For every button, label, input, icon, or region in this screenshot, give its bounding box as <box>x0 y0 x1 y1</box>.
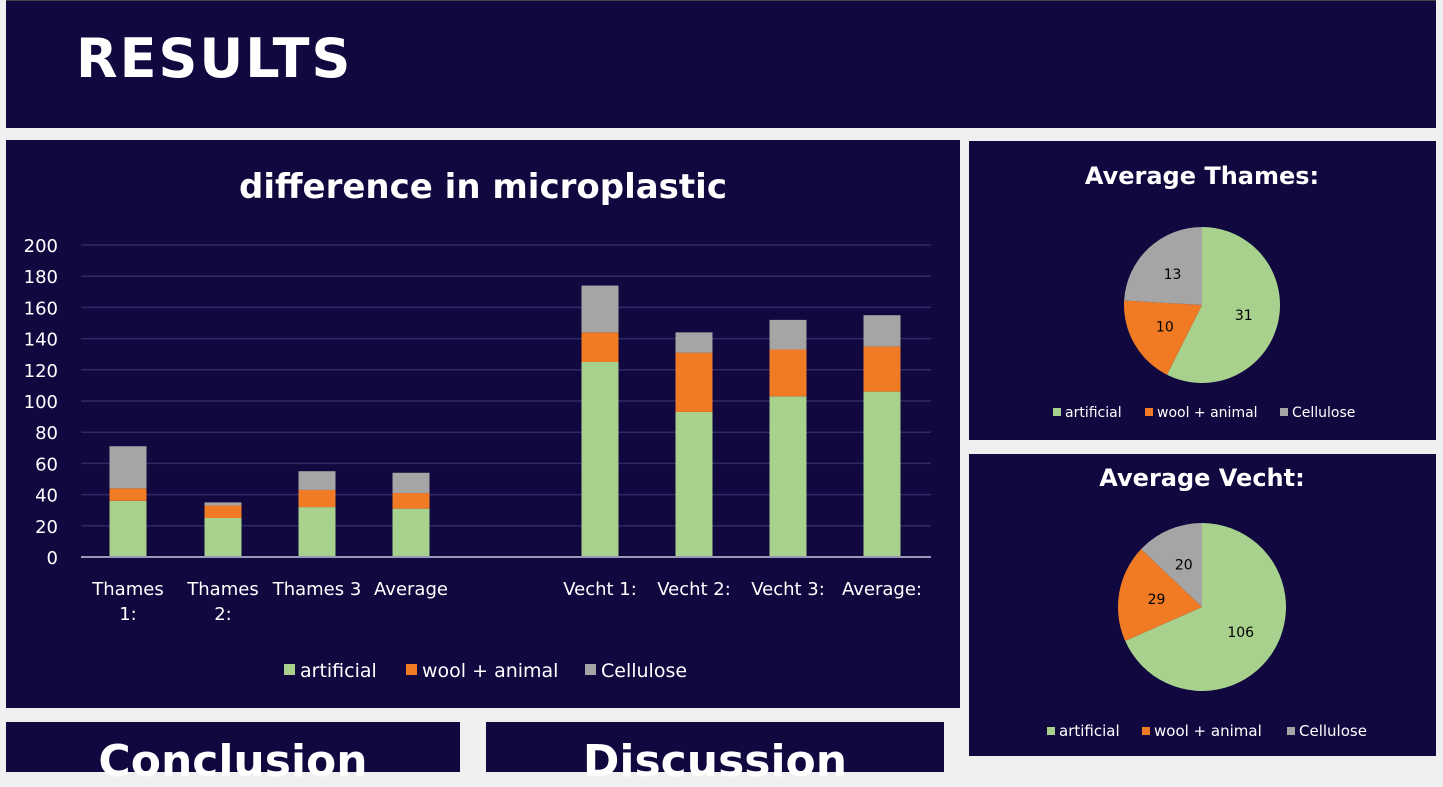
x-tick-label: Thames 2: <box>186 579 258 625</box>
x-tick-label: Vecht 3: <box>751 579 825 600</box>
discussion-title: Discussion <box>582 736 848 787</box>
bar-chart-panel: difference in microplastic 0 20 40 60 80 100 12… <box>6 140 960 708</box>
x-tick-label: Average: <box>842 579 922 600</box>
pie-data-label: 29 <box>1148 592 1166 608</box>
bar-cellulose <box>675 332 713 353</box>
bar-wool-animal <box>204 505 242 518</box>
pie-slice-wool-animal <box>1118 549 1202 641</box>
x-tick-label: Vecht 1: <box>563 579 637 600</box>
x-tick-label: Thames 3 <box>272 579 362 600</box>
legend-swatch <box>1145 408 1153 416</box>
bar-cellulose <box>863 315 901 347</box>
bar-wool-animal <box>675 352 713 412</box>
y-tick-label: 120 <box>24 361 58 382</box>
bar-wool-animal <box>392 493 430 509</box>
bar-cellulose <box>581 285 619 333</box>
legend-swatch <box>1142 727 1150 735</box>
legend-label: artificial <box>1065 405 1122 421</box>
pie-data-label: 31 <box>1235 308 1253 324</box>
x-tick-label: Average <box>374 579 448 600</box>
bar-artificial <box>392 508 430 557</box>
pie-chart-thames-panel: Average Thames: 31 10 13 artificial wool + an… <box>969 141 1436 440</box>
legend-swatch <box>585 664 596 675</box>
legend-label: artificial <box>1059 722 1120 740</box>
x-tick-label: Vecht 2: <box>657 579 731 600</box>
conclusion-panel: Conclusion <box>6 722 460 787</box>
pie-data-label: 106 <box>1227 625 1254 641</box>
bar-artificial <box>298 507 336 557</box>
y-tick-label: 80 <box>35 423 58 444</box>
conclusion-title: Conclusion <box>98 736 368 787</box>
legend-label: wool + animal <box>422 660 558 682</box>
bar-artificial <box>863 391 901 557</box>
bar-artificial <box>769 396 807 557</box>
y-tick-label: 100 <box>24 392 58 413</box>
bar-wool-animal <box>581 332 619 362</box>
bar-wool-animal <box>109 488 147 501</box>
legend-swatch <box>406 664 417 675</box>
y-tick-label: 60 <box>35 454 58 475</box>
y-tick-label: 20 <box>35 517 58 538</box>
legend-swatch <box>284 664 295 675</box>
legend-label: Cellulose <box>1299 722 1367 740</box>
pie-slice-cellulose <box>1124 227 1202 305</box>
pie-slice-cellulose <box>1141 523 1202 607</box>
legend-label: Cellulose <box>601 660 687 682</box>
legend-label: Cellulose <box>1292 405 1355 421</box>
bar-chart: difference in microplastic 0 20 40 60 80 100 12… <box>24 167 931 682</box>
bar-cellulose <box>392 472 430 494</box>
chart-title: difference in microplastic <box>239 167 727 207</box>
pie-chart-vecht: Average Vecht: 106 29 20 artificial wool + an… <box>1047 464 1367 740</box>
legend-label: wool + animal <box>1157 405 1258 421</box>
bar-cellulose <box>204 502 242 506</box>
discussion-panel: Discussion <box>486 722 944 787</box>
y-tick-label: 200 <box>24 236 58 257</box>
bar-wool-animal <box>769 349 807 397</box>
pie-data-label: 20 <box>1175 558 1193 574</box>
pie-data-label: 13 <box>1164 267 1182 283</box>
page-title: RESULTS <box>76 27 353 90</box>
x-tick-label: Thames 1: <box>91 579 163 625</box>
pie-chart-thames: Average Thames: 31 10 13 artificial wool + an… <box>1053 162 1355 421</box>
y-tick-label: 140 <box>24 330 58 351</box>
pie-chart-vecht-panel: Average Vecht: 106 29 20 artificial wool + an… <box>969 454 1436 756</box>
bar-artificial <box>675 411 713 557</box>
results-header: RESULTS <box>6 0 1436 128</box>
y-tick-label: 0 <box>47 548 58 569</box>
pie-data-label: 10 <box>1156 319 1174 335</box>
legend-swatch <box>1053 408 1061 416</box>
pie-title: Average Thames: <box>1085 162 1319 190</box>
legend-label: wool + animal <box>1154 722 1262 740</box>
pie-title: Average Vecht: <box>1099 464 1304 492</box>
legend-label: artificial <box>300 660 377 682</box>
bar-artificial <box>109 500 147 557</box>
bar-cellulose <box>769 319 807 350</box>
bar-cellulose <box>298 471 336 490</box>
pie-slice-artificial <box>1125 523 1286 691</box>
bar-artificial <box>204 518 242 557</box>
y-tick-label: 180 <box>24 267 58 288</box>
legend-swatch <box>1287 727 1295 735</box>
pie-slice-wool-animal <box>1124 300 1202 375</box>
bar-cellulose <box>109 446 147 489</box>
bar-artificial <box>581 362 619 557</box>
bar-wool-animal <box>298 489 336 508</box>
legend-swatch <box>1047 727 1055 735</box>
y-tick-label: 160 <box>24 298 58 319</box>
pie-slice-artificial <box>1166 227 1280 383</box>
bar-wool-animal <box>863 346 901 392</box>
y-tick-label: 40 <box>35 486 58 507</box>
legend-swatch <box>1280 408 1288 416</box>
